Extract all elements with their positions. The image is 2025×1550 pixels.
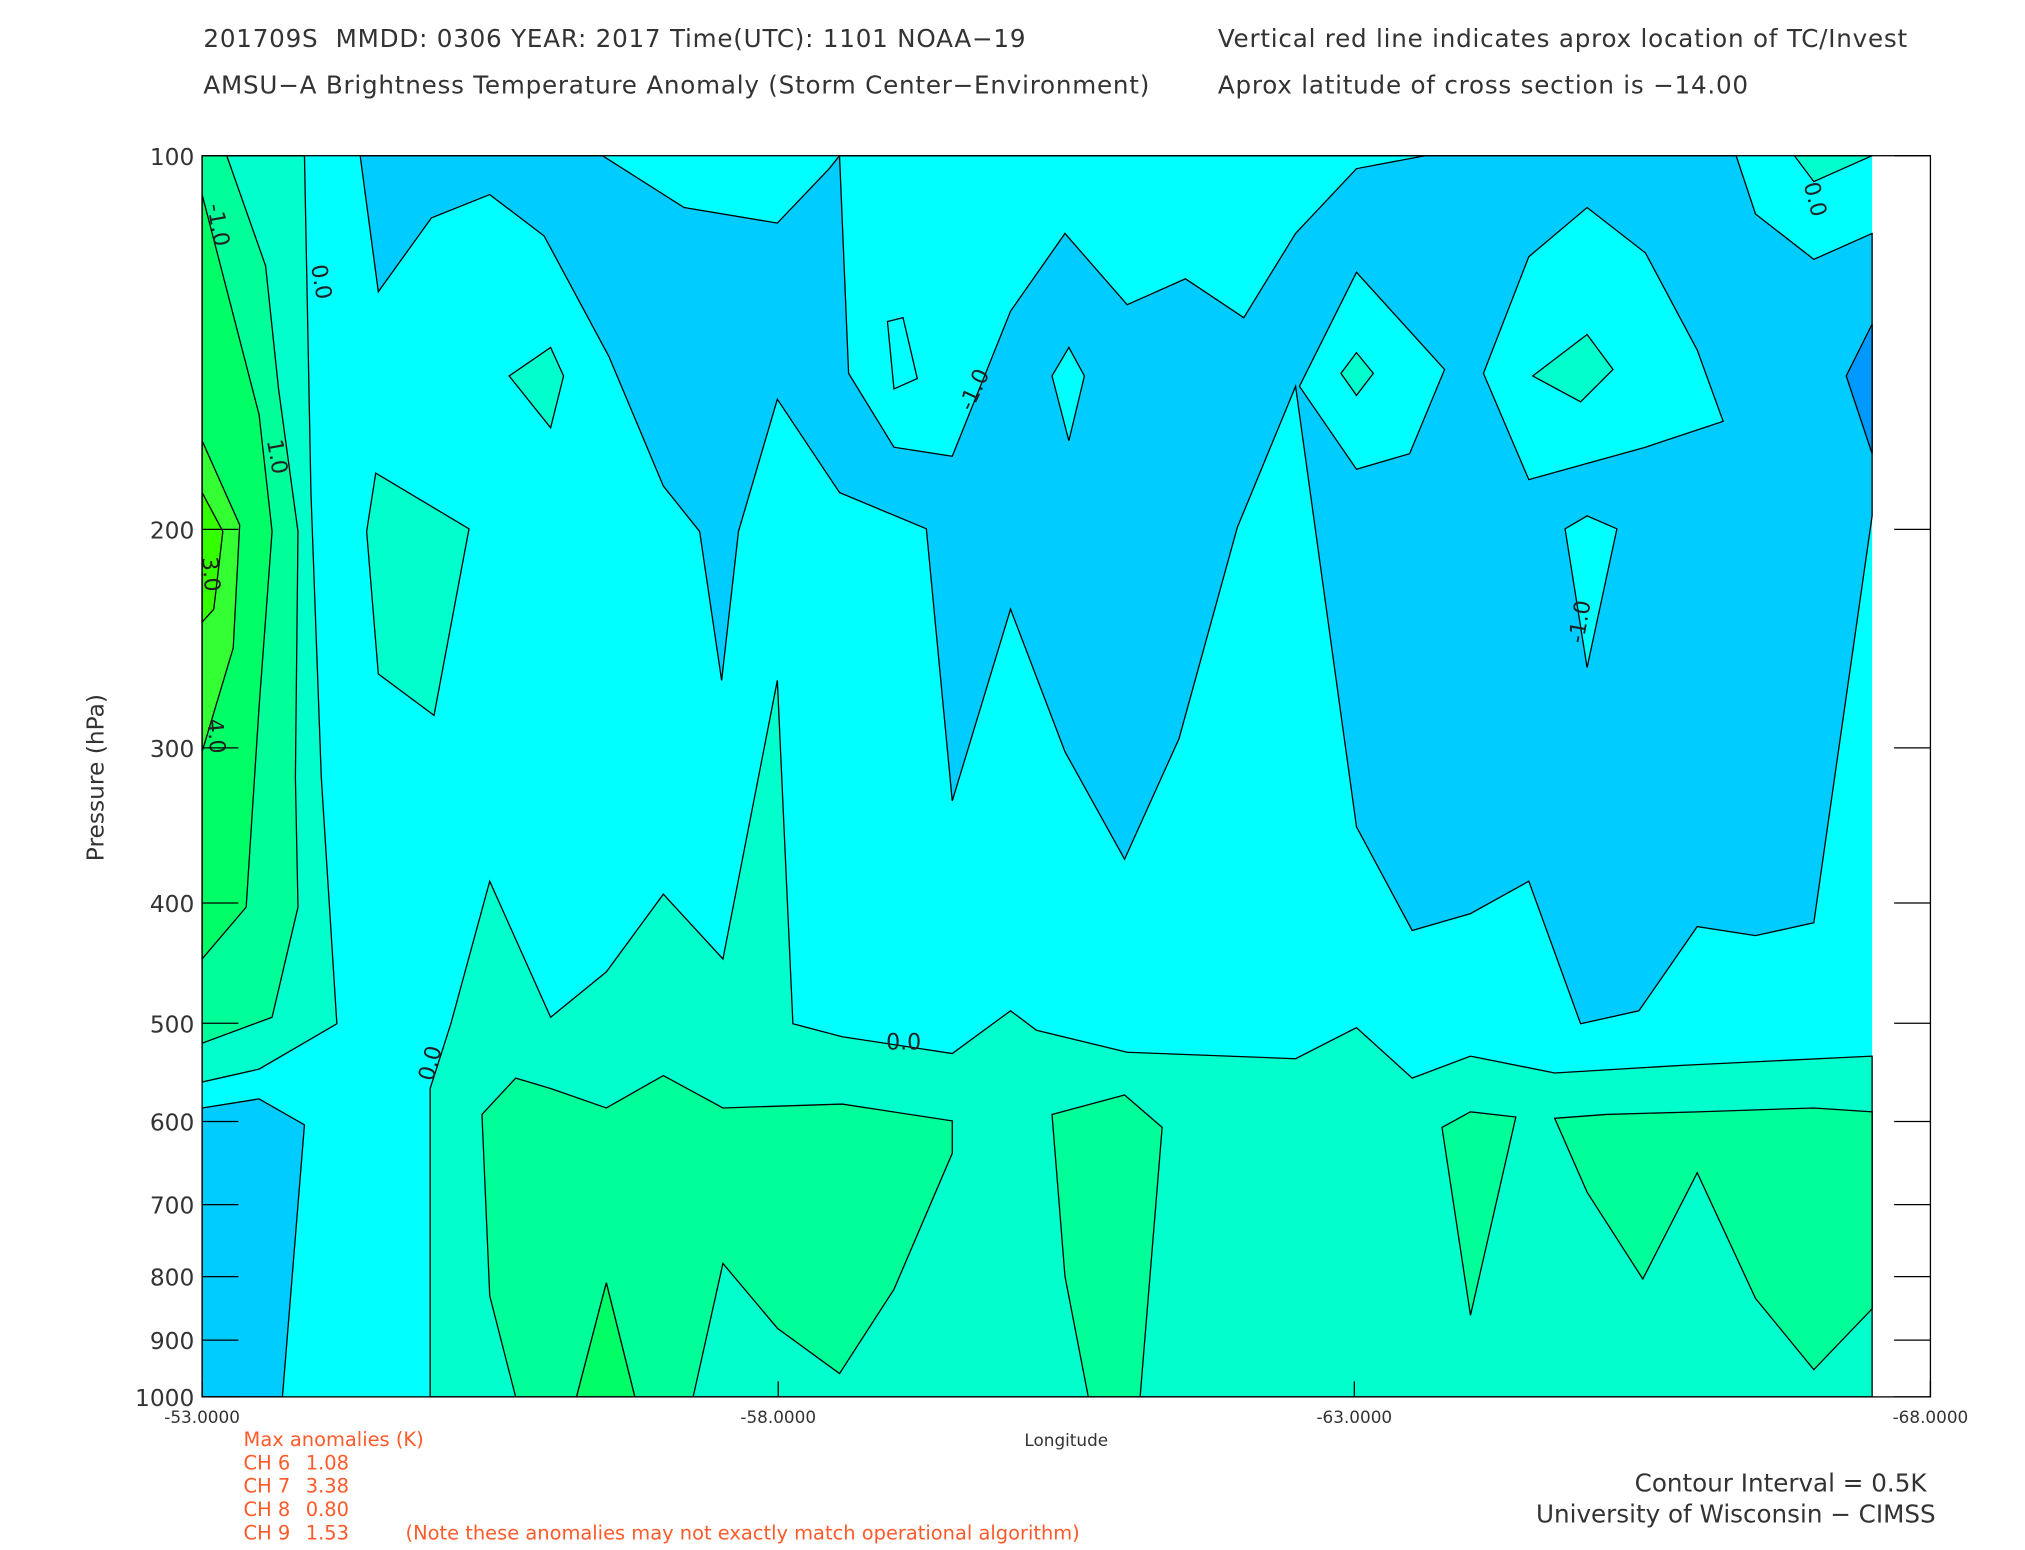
y-tick-label: 300 bbox=[150, 736, 195, 763]
title-line: AMSU−A Brightness Temperature Anomaly (S… bbox=[203, 71, 1150, 100]
contour-region bbox=[1340, 351, 1375, 397]
anomaly-channel: CH 8 bbox=[244, 1498, 291, 1521]
anomaly-channel: CH 7 bbox=[244, 1475, 291, 1498]
contour-region bbox=[1051, 346, 1086, 441]
credit: University of Wisconsin − CIMSS bbox=[1536, 1500, 1936, 1529]
contour-region bbox=[508, 346, 565, 430]
contour-region bbox=[886, 316, 919, 390]
note-line: Aprox latitude of cross section is −14.0… bbox=[1218, 71, 1749, 100]
anomaly-value: 1.08 bbox=[306, 1451, 349, 1474]
contour-label: 0.0 bbox=[305, 263, 336, 302]
y-tick-label: 200 bbox=[150, 517, 195, 544]
x-axis-label: Longitude bbox=[1024, 1430, 1108, 1450]
anomaly-channel: CH 9 bbox=[244, 1521, 291, 1544]
contour-region bbox=[365, 472, 470, 717]
contour-field bbox=[201, 155, 1873, 1398]
plot-frame bbox=[201, 155, 1932, 1398]
anomaly-value: 3.38 bbox=[306, 1475, 349, 1498]
contour-region bbox=[1845, 323, 1873, 454]
y-tick-label: 100 bbox=[150, 144, 195, 171]
anomaly-value: 1.53 bbox=[306, 1521, 349, 1544]
contour-label: 0.0 bbox=[886, 1031, 921, 1056]
anomaly-value: 0.80 bbox=[306, 1498, 349, 1521]
contour-label: 4.0 bbox=[201, 718, 229, 755]
footer: Max anomalies (K) (Note these anomalies … bbox=[244, 1428, 1936, 1544]
contour-label: 1.0 bbox=[261, 437, 292, 476]
x-tick-label: -63.0000 bbox=[1316, 1407, 1392, 1427]
contour-region bbox=[1441, 1111, 1517, 1316]
contour-region bbox=[838, 155, 1426, 458]
y-tick-label: 500 bbox=[150, 1011, 195, 1038]
y-tick-label: 1000 bbox=[135, 1385, 194, 1412]
contour-interval: Contour Interval = 0.5K bbox=[1635, 1468, 1928, 1497]
x-tick-label: -53.0000 bbox=[164, 1407, 240, 1427]
axes: 100 200 300 400 500 600 700 800 900 1000-53.0000 -… bbox=[135, 144, 1968, 1427]
y-axis-label: Pressure (hPa) bbox=[83, 694, 110, 861]
anomaly-channel: CH 6 bbox=[244, 1451, 291, 1474]
disclaimer: (Note these anomalies may not exactly ma… bbox=[406, 1521, 1080, 1544]
x-tick-label: -68.0000 bbox=[1893, 1407, 1969, 1427]
note-line: Vertical red line indicates aprox locati… bbox=[1218, 24, 1908, 53]
contour-region bbox=[1553, 1107, 1873, 1371]
y-tick-label: 600 bbox=[150, 1110, 195, 1137]
y-tick-label: 900 bbox=[150, 1328, 195, 1355]
y-tick-label: 800 bbox=[150, 1265, 195, 1292]
y-tick-label: 400 bbox=[150, 891, 195, 918]
anomaly-title: Max anomalies (K) bbox=[244, 1428, 424, 1451]
contour-label: 3.0 bbox=[196, 556, 224, 593]
contour-region bbox=[1482, 206, 1724, 481]
contour-region bbox=[1531, 333, 1614, 403]
x-tick-label: -58.0000 bbox=[740, 1407, 816, 1427]
y-tick-label: 700 bbox=[150, 1193, 195, 1220]
contour-region bbox=[1564, 515, 1618, 668]
title-line: 201709S MMDD: 0306 YEAR: 2017 Time(UTC):… bbox=[203, 24, 1026, 53]
